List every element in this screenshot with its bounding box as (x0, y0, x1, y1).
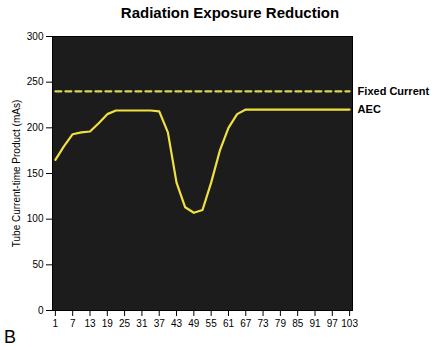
svg-text:0: 0 (38, 305, 44, 316)
svg-text:67: 67 (240, 318, 252, 329)
svg-text:200: 200 (27, 122, 44, 133)
svg-text:100: 100 (27, 213, 44, 224)
svg-text:43: 43 (171, 318, 183, 329)
svg-text:25: 25 (119, 318, 131, 329)
svg-text:85: 85 (292, 318, 304, 329)
svg-text:19: 19 (102, 318, 114, 329)
svg-text:103: 103 (341, 318, 358, 329)
svg-text:50: 50 (32, 259, 44, 270)
svg-text:61: 61 (223, 318, 235, 329)
svg-text:97: 97 (327, 318, 339, 329)
svg-text:55: 55 (206, 318, 218, 329)
svg-text:AEC: AEC (358, 103, 381, 115)
svg-text:91: 91 (309, 318, 321, 329)
svg-text:49: 49 (188, 318, 200, 329)
svg-text:Fixed Current: Fixed Current (358, 85, 430, 97)
html-text:Radiation Exposure Reduction: Radiation Exposure Reduction (120, 4, 340, 21)
svg-text:73: 73 (258, 318, 270, 329)
svg-text:7: 7 (70, 318, 76, 329)
svg-text:13: 13 (84, 318, 96, 329)
svg-text:79: 79 (275, 318, 287, 329)
svg-text:1: 1 (53, 318, 59, 329)
svg-text:250: 250 (27, 76, 44, 87)
svg-text:Tube Current-time Product (mAs: Tube Current-time Product (mAs) (11, 100, 22, 247)
svg-text:300: 300 (27, 31, 44, 42)
svg-text:31: 31 (136, 318, 148, 329)
html-text:B: B (4, 327, 16, 347)
svg-text:37: 37 (154, 318, 166, 329)
svg-text:150: 150 (27, 168, 44, 179)
